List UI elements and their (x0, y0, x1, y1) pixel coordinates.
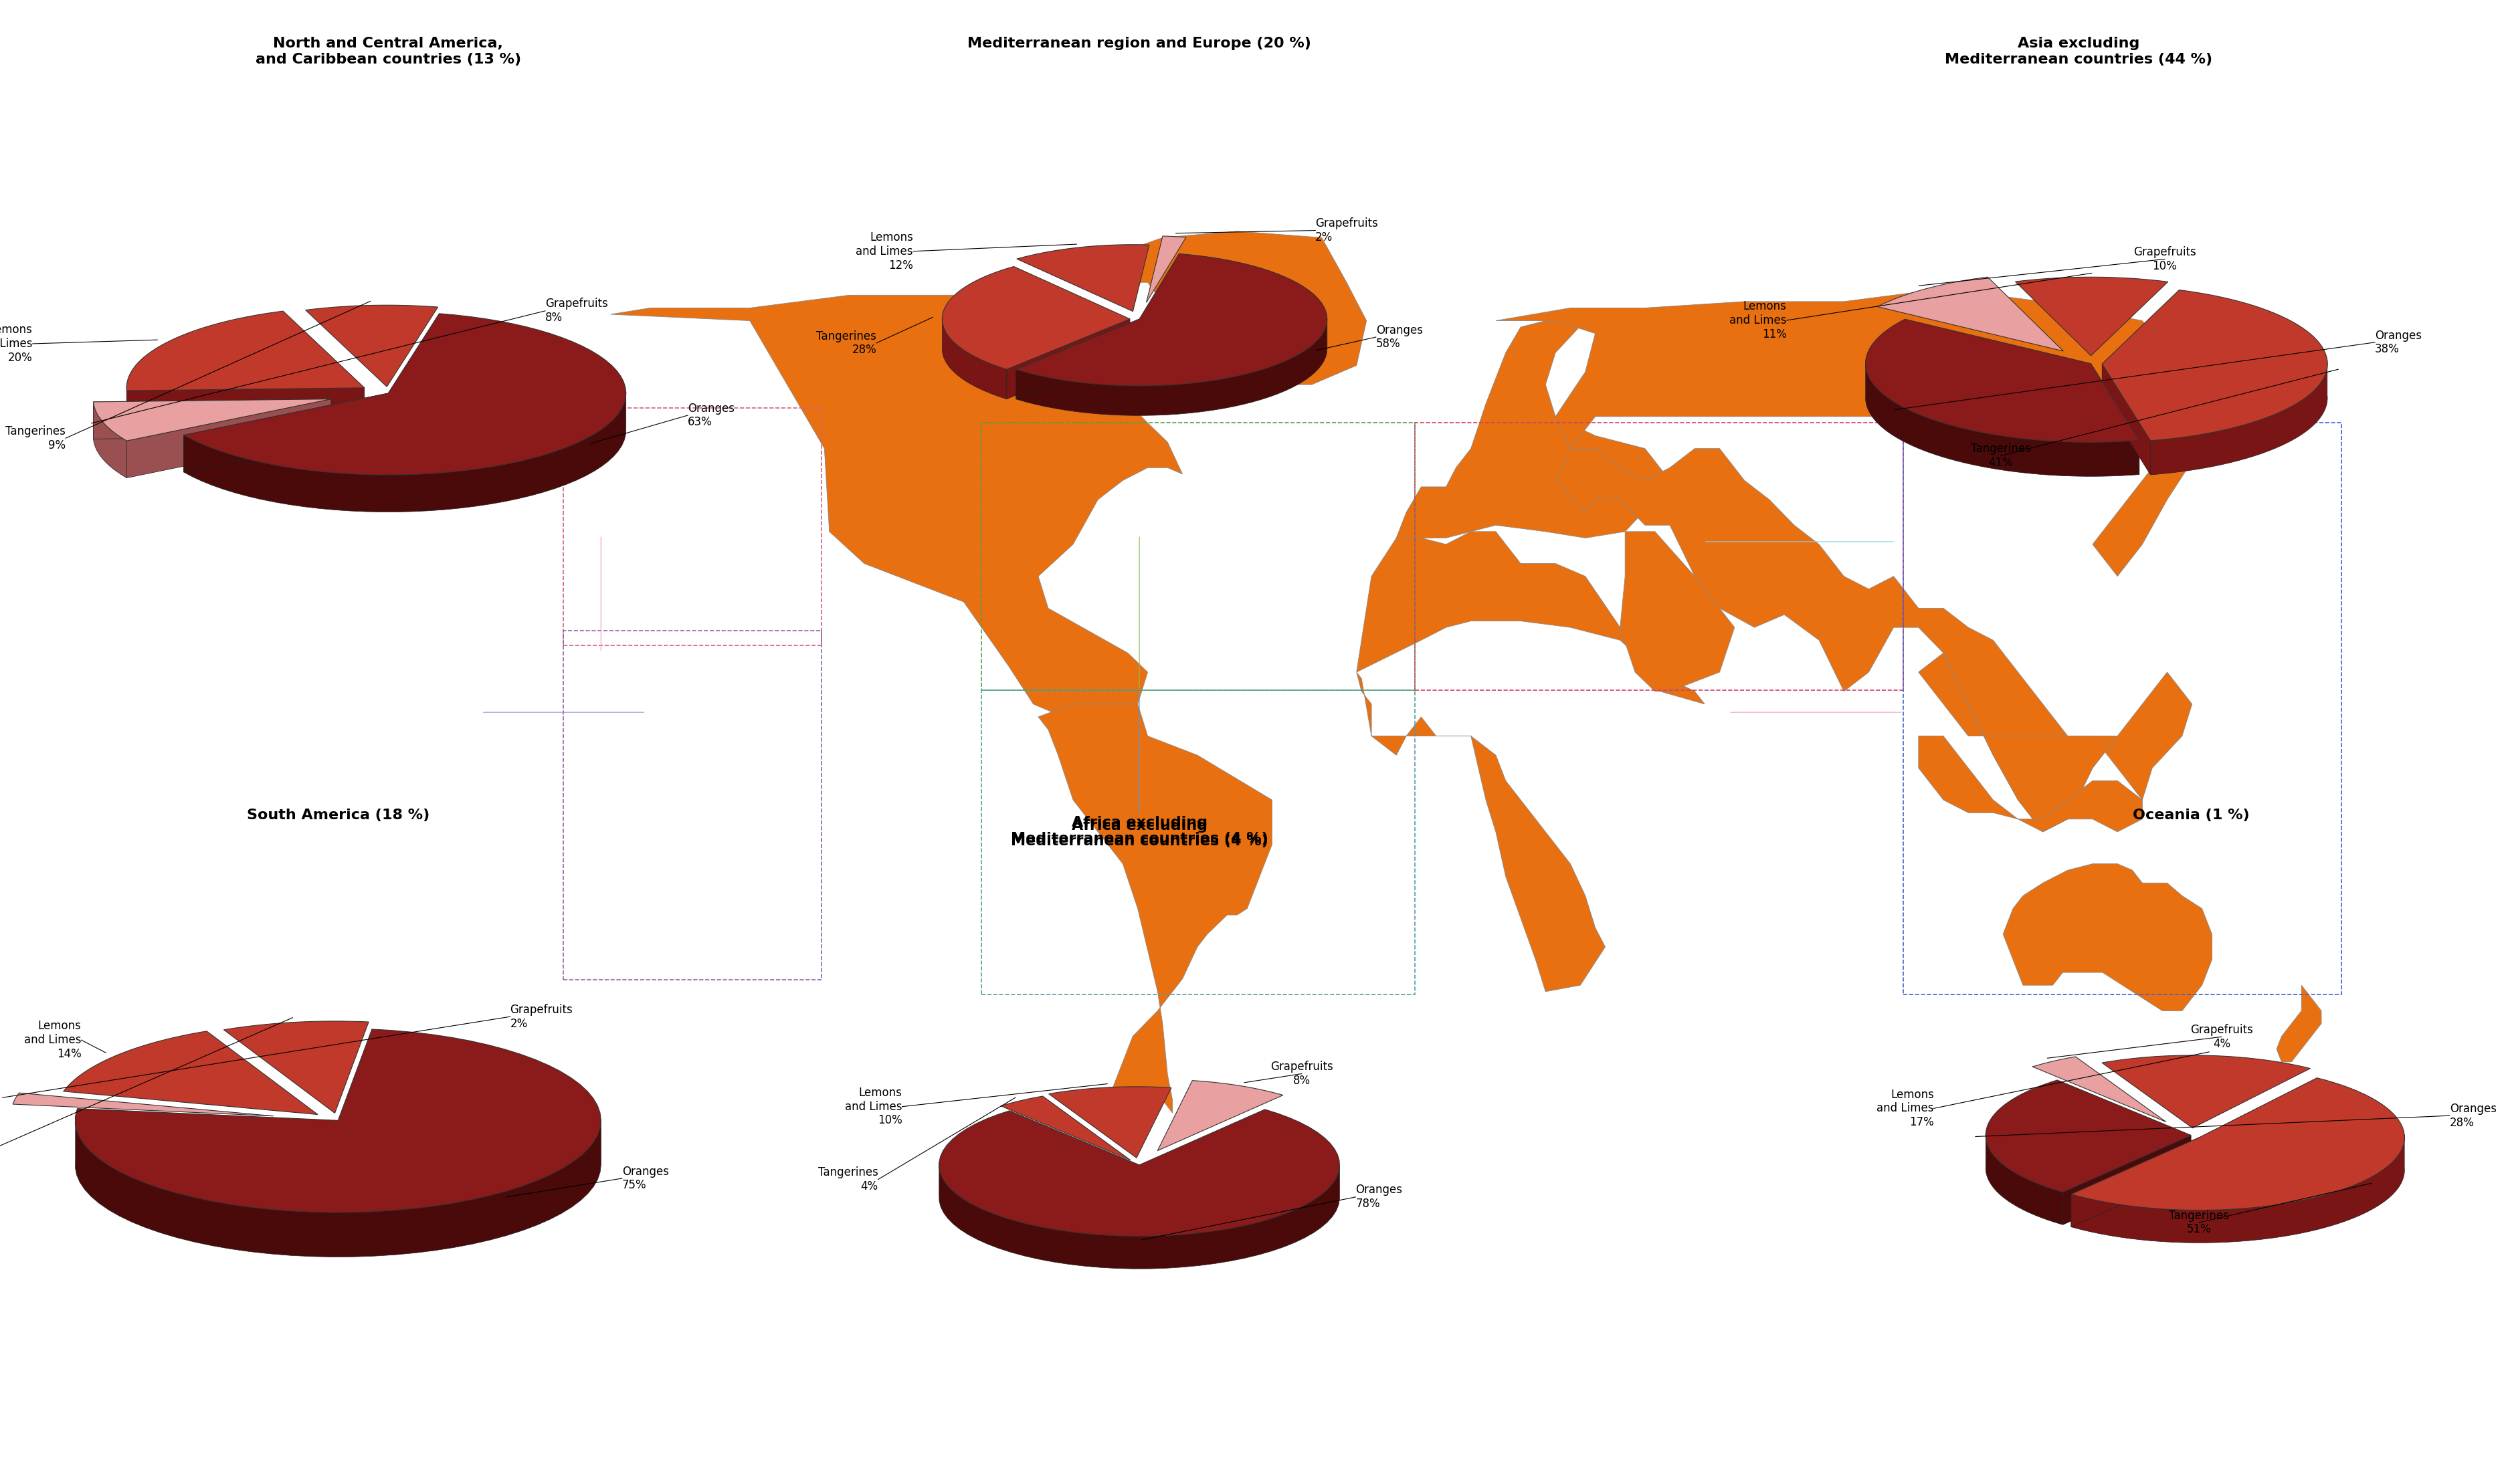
Bar (1415, 423, 1903, 690)
Text: Lemons
and Limes
17%: Lemons and Limes 17% (1875, 1088, 1933, 1128)
Text: Lemons
and Limes
14%: Lemons and Limes 14% (25, 1020, 80, 1060)
Polygon shape (1918, 653, 2118, 833)
Bar (563, 408, 821, 646)
Text: Tangerines
28%: Tangerines 28% (816, 329, 876, 356)
Polygon shape (1039, 703, 1272, 1119)
Polygon shape (1620, 531, 1735, 692)
Text: Africa excluding
Mediterranean countries (4 %): Africa excluding Mediterranean countries… (1012, 816, 1267, 844)
Text: Grapefruits
10%: Grapefruits 10% (2133, 246, 2196, 272)
Bar (982, 690, 1415, 994)
Polygon shape (1357, 531, 1705, 703)
Text: North and Central America,
and Caribbean countries (13 %): North and Central America, and Caribbean… (255, 37, 521, 65)
Text: Grapefruits
2%: Grapefruits 2% (1315, 218, 1377, 243)
Text: Lemons
and Limes
20%: Lemons and Limes 20% (0, 324, 33, 364)
Text: Oranges
58%: Oranges 58% (1377, 324, 1422, 350)
Bar (563, 631, 821, 979)
Text: Oranges
75%: Oranges 75% (621, 1165, 669, 1192)
Text: Africa excluding
Mediterranean countries (4 %): Africa excluding Mediterranean countries… (1012, 819, 1267, 847)
Polygon shape (2276, 985, 2321, 1063)
Text: Grapefruits
4%: Grapefruits 4% (2191, 1024, 2254, 1049)
Text: Tangerines
4%: Tangerines 4% (819, 1166, 879, 1192)
Text: Tangerines
41%: Tangerines 41% (1971, 442, 2031, 469)
Text: Lemons
and Limes
10%: Lemons and Limes 10% (844, 1086, 901, 1126)
Text: Lemons
and Limes
12%: Lemons and Limes 12% (856, 232, 914, 272)
Text: Asia excluding
Mediterranean countries (44 %): Asia excluding Mediterranean countries (… (1946, 37, 2211, 65)
Text: Grapefruits
8%: Grapefruits 8% (1270, 1061, 1332, 1086)
Bar (1903, 423, 2341, 994)
Text: South America (18 %): South America (18 %) (245, 809, 431, 822)
Text: Tangerines
9%: Tangerines 9% (5, 426, 65, 451)
Bar (982, 423, 1415, 690)
Text: Oceania (1 %): Oceania (1 %) (2133, 809, 2249, 822)
Text: Tangerines
51%: Tangerines 51% (2168, 1209, 2229, 1236)
Polygon shape (2003, 864, 2211, 1011)
Text: Grapefruits
2%: Grapefruits 2% (511, 1003, 573, 1030)
Polygon shape (1397, 309, 1670, 539)
Polygon shape (1357, 672, 1605, 991)
Text: Lemons
and Limes
11%: Lemons and Limes 11% (1730, 300, 1788, 340)
Polygon shape (1918, 736, 2143, 833)
Text: Grapefruits
8%: Grapefruits 8% (546, 298, 608, 324)
Text: Mediterranean region and Europe (20 %): Mediterranean region and Europe (20 %) (967, 37, 1312, 50)
Text: Oranges
28%: Oranges 28% (2449, 1103, 2496, 1129)
Polygon shape (1495, 289, 2216, 833)
Text: Oranges
63%: Oranges 63% (689, 402, 734, 429)
Text: Oranges
78%: Oranges 78% (1355, 1184, 1402, 1209)
Polygon shape (1084, 232, 1367, 384)
Polygon shape (611, 295, 1182, 717)
Text: Oranges
38%: Oranges 38% (2374, 329, 2421, 355)
